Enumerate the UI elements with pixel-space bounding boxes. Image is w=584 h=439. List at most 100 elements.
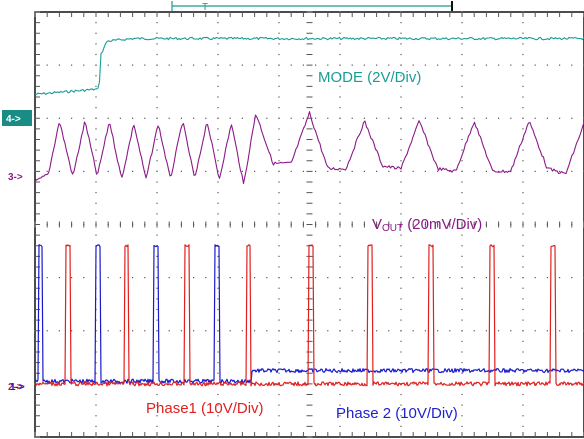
- grid-dot: [278, 351, 280, 353]
- grid-dot: [144, 117, 146, 119]
- grid-dot: [485, 170, 487, 172]
- grid-dot: [156, 277, 158, 279]
- grid-dot: [95, 192, 97, 194]
- grid-dot: [156, 138, 158, 141]
- grid-dot: [449, 383, 451, 385]
- grid-dot: [339, 287, 341, 289]
- grid-dot: [217, 330, 219, 332]
- grid-dot: [254, 64, 256, 66]
- grid-dot: [229, 170, 231, 172]
- grid-dot: [522, 192, 524, 194]
- grid-dot: [424, 170, 426, 172]
- grid-dot: [290, 64, 292, 66]
- grid-dot: [400, 425, 402, 427]
- grid-dot: [534, 170, 536, 172]
- grid-dot: [339, 96, 341, 98]
- grid-dot: [278, 393, 280, 396]
- grid-dot: [400, 277, 402, 279]
- grid-dot: [156, 43, 158, 45]
- grid-dot: [339, 107, 341, 109]
- grid-dot: [107, 117, 109, 119]
- grid-dot: [156, 64, 158, 66]
- grid-dot: [424, 277, 426, 279]
- grid-dot: [339, 340, 341, 342]
- grid-dot: [83, 330, 85, 332]
- grid-dot: [217, 393, 219, 396]
- grid-dot: [522, 117, 524, 119]
- grid-dot: [461, 340, 463, 342]
- grid-dot: [156, 85, 158, 87]
- grid-dot: [278, 64, 280, 66]
- grid-dot: [217, 107, 219, 109]
- grid-dot: [461, 308, 463, 311]
- grid-dot: [339, 160, 341, 162]
- grid-dot: [522, 351, 524, 353]
- grid-dot: [278, 277, 280, 279]
- grid-dot: [522, 160, 524, 162]
- grid-dot: [449, 64, 451, 66]
- grid-dot: [473, 64, 475, 66]
- grid-dot: [363, 170, 365, 172]
- grid-dot: [339, 404, 341, 406]
- grid-dot: [193, 330, 195, 332]
- grid-dot: [156, 96, 158, 98]
- grid-dot: [339, 298, 341, 300]
- grid-dot: [388, 64, 390, 66]
- grid-dot: [400, 404, 402, 406]
- grid-dot: [132, 330, 134, 332]
- grid-dot: [315, 117, 317, 119]
- grid-dot: [559, 64, 561, 66]
- grid-dot: [156, 22, 158, 24]
- grid-dot: [95, 383, 97, 385]
- grid-dot: [180, 117, 182, 119]
- vout-main: V: [372, 216, 382, 233]
- grid-dot: [144, 64, 146, 66]
- grid-dot: [510, 117, 512, 119]
- grid-dot: [571, 117, 573, 119]
- grid-dot: [241, 330, 243, 332]
- grid-dot: [156, 298, 158, 300]
- grid-dot: [156, 117, 158, 119]
- grid-dot: [461, 404, 463, 406]
- grid-dot: [400, 213, 402, 215]
- grid-dot: [388, 117, 390, 119]
- grid-dot: [412, 117, 414, 119]
- grid-dot: [461, 75, 463, 77]
- grid-dot: [522, 75, 524, 77]
- grid-dot: [95, 64, 97, 66]
- grid-dot: [278, 287, 280, 289]
- grid-dot: [339, 181, 341, 183]
- grid-dot: [217, 53, 219, 56]
- grid-dot: [132, 64, 134, 66]
- grid-dot: [46, 330, 48, 332]
- grid-dot: [400, 53, 402, 56]
- grid-dot: [461, 107, 463, 109]
- grid-dot: [217, 128, 219, 130]
- grid-dot: [95, 340, 97, 342]
- grid-dot: [424, 330, 426, 332]
- grid-dot: [400, 245, 402, 247]
- grid-dot: [339, 277, 341, 279]
- grid-dot: [156, 53, 158, 56]
- grid-dot: [461, 181, 463, 183]
- grid-dot: [498, 383, 500, 385]
- grid-dot: [241, 117, 243, 119]
- grid-dot: [217, 277, 219, 279]
- grid-dot: [412, 64, 414, 66]
- grid-dot: [95, 330, 97, 332]
- grid-dot: [400, 234, 402, 236]
- grid-dot: [400, 330, 402, 332]
- grid-dot: [339, 85, 341, 87]
- grid-dot: [363, 277, 365, 279]
- grid-dot: [546, 330, 548, 332]
- grid-dot: [339, 43, 341, 45]
- grid-dot: [522, 298, 524, 300]
- grid-dot: [363, 330, 365, 332]
- grid-dot: [278, 128, 280, 130]
- mode-label: MODE (2V/Div): [318, 69, 421, 86]
- grid-dot: [107, 330, 109, 332]
- grid-dot: [461, 319, 463, 321]
- grid-dot: [534, 330, 536, 332]
- grid-dot: [449, 330, 451, 332]
- grid-dot: [290, 170, 292, 172]
